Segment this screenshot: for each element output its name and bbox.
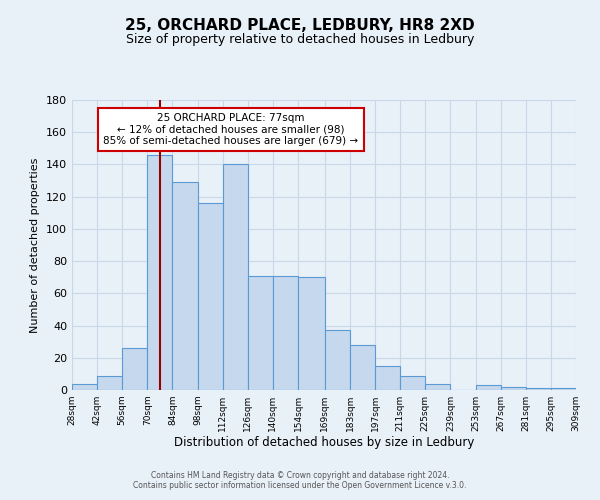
Bar [500,387,526,390]
Text: 25 ORCHARD PLACE: 77sqm
← 12% of detached houses are smaller (98)
85% of semi-de: 25 ORCHARD PLACE: 77sqm ← 12% of detache… [103,113,358,146]
Bar [72,384,97,390]
Text: Size of property relative to detached houses in Ledbury: Size of property relative to detached ho… [126,32,474,46]
Bar [298,277,325,390]
Bar [375,366,400,390]
Bar [97,376,122,390]
Bar [248,276,273,390]
Bar [122,348,148,390]
Text: Distribution of detached houses by size in Ledbury: Distribution of detached houses by size … [174,436,474,449]
Bar [476,385,500,390]
Bar [172,182,197,390]
Bar [551,388,576,390]
Bar [425,384,451,390]
Text: Contains public sector information licensed under the Open Government Licence v.: Contains public sector information licen… [133,482,467,490]
Bar [350,345,375,390]
Bar [148,155,172,390]
Bar [325,330,350,390]
Text: Contains HM Land Registry data © Crown copyright and database right 2024.: Contains HM Land Registry data © Crown c… [151,472,449,480]
Bar [273,276,298,390]
Bar [400,376,425,390]
Bar [526,388,551,390]
Bar [223,164,248,390]
Y-axis label: Number of detached properties: Number of detached properties [31,158,40,332]
Bar [197,203,223,390]
Text: 25, ORCHARD PLACE, LEDBURY, HR8 2XD: 25, ORCHARD PLACE, LEDBURY, HR8 2XD [125,18,475,32]
